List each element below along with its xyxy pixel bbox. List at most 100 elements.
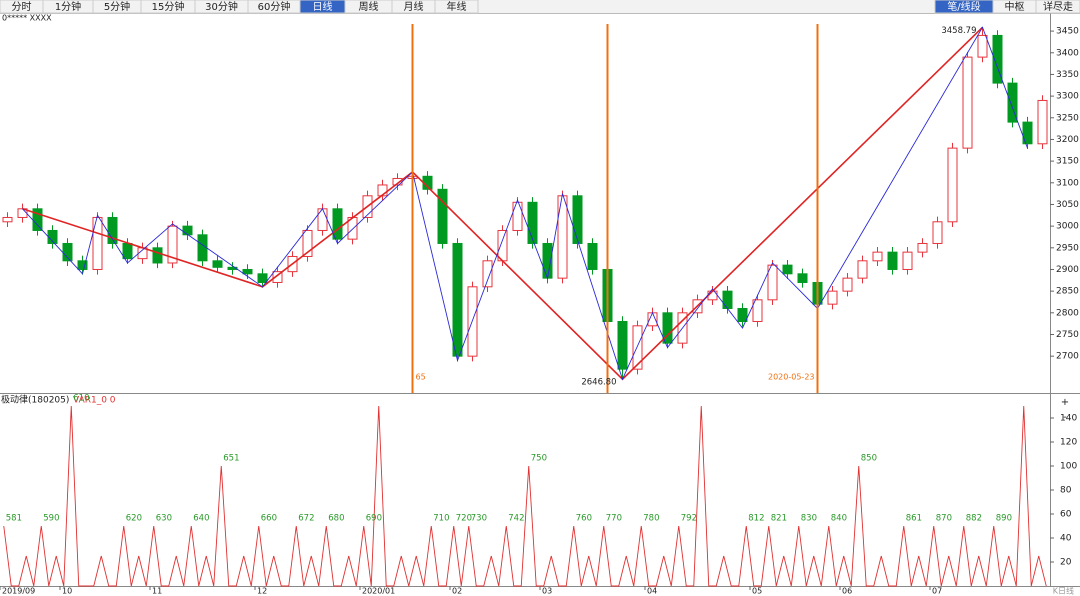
right-tab-label[interactable]: 中枢 xyxy=(1005,0,1025,13)
x-tick-label: 03 xyxy=(542,587,552,596)
x-tick-label: 10 xyxy=(62,587,72,596)
y-tick-label: 3150 xyxy=(1056,157,1079,167)
peak-label: 672 xyxy=(298,514,314,524)
candle-body xyxy=(242,268,253,275)
peak-label: 742 xyxy=(508,514,524,524)
candle-body xyxy=(947,147,958,223)
zoom-in[interactable]: + xyxy=(1061,397,1069,408)
tab-label[interactable]: 60分钟 xyxy=(258,0,291,13)
right-tab-label[interactable]: 详尽走 xyxy=(1043,0,1073,13)
y-tick-label: 120 xyxy=(1060,438,1077,448)
y-tick-label: 3250 xyxy=(1056,113,1079,123)
peak-label: 590 xyxy=(43,514,59,524)
tab-label[interactable]: 年线 xyxy=(447,0,467,13)
y-tick-label: 3300 xyxy=(1056,92,1079,102)
x-tick-label: 2019/09 xyxy=(2,587,35,596)
candle-body xyxy=(617,320,628,370)
candle-body xyxy=(587,242,598,270)
candle-body xyxy=(167,225,178,264)
candle-body xyxy=(827,290,838,305)
tab-label[interactable]: 分时 xyxy=(12,1,32,13)
zoom-out[interactable]: - xyxy=(1063,412,1067,423)
x-tick-label: 05 xyxy=(752,587,762,596)
corner-label: K日线 xyxy=(1053,586,1074,596)
candle-body xyxy=(452,242,463,357)
candle-body xyxy=(212,260,223,268)
x-tick-label: 2020/01 xyxy=(362,587,395,596)
tab-label[interactable]: 1分钟 xyxy=(55,0,81,13)
y-tick-label: 100 xyxy=(1060,462,1077,472)
x-tick-label: 11 xyxy=(152,587,162,596)
peak-label: 770 xyxy=(606,514,622,524)
candle-body xyxy=(77,260,88,270)
candle-body xyxy=(1007,82,1018,123)
candle-body xyxy=(872,251,883,262)
peak-label: 630 xyxy=(156,514,172,524)
candle-body xyxy=(437,188,448,244)
y-tick-label: 2850 xyxy=(1056,287,1079,297)
peak-label: 651 xyxy=(223,454,239,464)
candle-body xyxy=(632,325,643,370)
indicator-title: 极动律(180205) xyxy=(1,394,69,406)
candle-body xyxy=(767,264,778,301)
candle-body xyxy=(92,216,103,270)
peak-label: 882 xyxy=(966,514,982,524)
peak-label: 690 xyxy=(366,514,382,524)
candle-body xyxy=(842,277,853,292)
peak-label: 840 xyxy=(831,514,847,524)
candle-body xyxy=(257,273,268,283)
peak-label: 812 xyxy=(748,514,764,524)
peak-label: 850 xyxy=(861,454,877,464)
y-tick-label: 2950 xyxy=(1056,243,1079,253)
candle-body xyxy=(1022,121,1033,145)
candle-body xyxy=(497,229,508,262)
candle-body xyxy=(152,247,163,264)
tab[interactable] xyxy=(434,0,479,14)
y-tick-label: 60 xyxy=(1060,510,1072,520)
candle-body xyxy=(302,229,313,257)
candle-body xyxy=(332,208,343,240)
candle-body xyxy=(182,225,193,236)
tab-label[interactable]: 月线 xyxy=(404,0,424,13)
x-tick-label: 07 xyxy=(932,587,942,596)
stroke-line xyxy=(22,26,1028,381)
price-annotation: 3458.79 xyxy=(941,26,976,36)
peak-label: 620 xyxy=(126,514,142,524)
right-tab-label[interactable]: 笔/线段 xyxy=(947,0,980,13)
candle-body xyxy=(857,260,868,279)
x-tick-label: 04 xyxy=(647,587,657,596)
tab-label[interactable]: 30分钟 xyxy=(205,0,238,13)
candle-body xyxy=(962,56,973,149)
tab-label[interactable]: 5分钟 xyxy=(104,0,130,13)
candle-body xyxy=(782,264,793,275)
candle-body xyxy=(917,242,928,253)
y-tick-label: 20 xyxy=(1060,558,1072,568)
peak-label: 750 xyxy=(531,454,547,464)
candle-body xyxy=(722,290,733,309)
y-tick-label: 3100 xyxy=(1056,178,1079,188)
candle-body xyxy=(887,251,898,270)
peak-label: 710 xyxy=(433,514,449,524)
tab-label[interactable]: 15分钟 xyxy=(152,0,185,13)
tab-label[interactable]: 周线 xyxy=(359,0,379,13)
candle-body xyxy=(992,34,1003,84)
peak-label: 720 xyxy=(456,514,472,524)
peak-label: 760 xyxy=(576,514,592,524)
tab-label[interactable]: 日线 xyxy=(313,0,333,13)
peak-label: 581 xyxy=(6,514,22,524)
peak-label: 792 xyxy=(681,514,697,524)
candle-body xyxy=(737,307,748,322)
peak-label: 610 xyxy=(73,394,89,404)
candle-body xyxy=(482,260,493,288)
y-tick-label: 3350 xyxy=(1056,70,1079,80)
candle-body xyxy=(752,299,763,322)
peak-label: 890 xyxy=(996,514,1012,524)
y-tick-label: 140 xyxy=(1060,414,1077,424)
right-tab[interactable] xyxy=(1035,0,1080,14)
candle-body xyxy=(227,266,238,270)
y-tick-label: 2900 xyxy=(1056,265,1079,275)
candle-body xyxy=(557,195,568,279)
candle-body xyxy=(317,208,328,231)
y-tick-label: 3400 xyxy=(1056,48,1079,58)
